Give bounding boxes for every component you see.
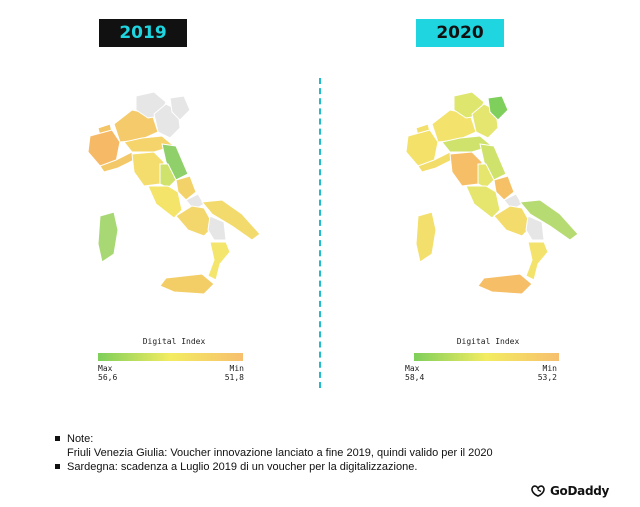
- legend-title-2020: Digital Index: [456, 337, 520, 346]
- legend-max-2019: Max 56,6: [98, 364, 117, 382]
- region-sicilia: [477, 273, 533, 295]
- notes-line-2-row: Sardegna: scadenza a Luglio 2019 di un v…: [55, 460, 493, 474]
- map-italy-2019: [87, 91, 261, 295]
- region-sardegna: [415, 211, 437, 263]
- region-lazio: [465, 185, 501, 219]
- bullet-icon: [55, 436, 60, 441]
- region-puglia: [201, 199, 261, 241]
- region-calabria: [525, 241, 549, 281]
- godaddy-wordmark: GoDaddy: [550, 484, 610, 498]
- region-toscana: [449, 151, 483, 187]
- center-divider: [319, 78, 321, 388]
- legend-min-value: 53,2: [537, 373, 557, 382]
- legend-min-value: 51,8: [224, 373, 244, 382]
- godaddy-logo: GoDaddy: [530, 484, 609, 498]
- region-basilicata: [525, 215, 545, 241]
- legend-gradient-2020: [414, 353, 559, 361]
- map-italy-2020: [405, 91, 579, 295]
- region-puglia: [519, 199, 579, 241]
- notes-line-2: Sardegna: scadenza a Luglio 2019 di un v…: [67, 461, 418, 473]
- year-badge-2020: 2020: [416, 19, 504, 47]
- legend-title-2019: Digital Index: [142, 337, 206, 346]
- legend-max-2020: Max 58,4: [405, 364, 424, 382]
- region-sardegna: [97, 211, 119, 263]
- bullet-icon: [55, 464, 60, 469]
- legend-max-label: Max: [98, 364, 113, 373]
- legend-min-2020: Min 53,2: [533, 364, 557, 382]
- legend-max-label: Max: [405, 364, 420, 373]
- legend-min-2019: Min 51,8: [220, 364, 244, 382]
- region-sicilia: [159, 273, 215, 295]
- notes-heading-row: Note:: [55, 432, 493, 446]
- region-abruzzo: [175, 175, 197, 201]
- region-friuli: [487, 95, 509, 121]
- legend-gradient-2019: [98, 353, 243, 361]
- region-marche: [161, 143, 189, 181]
- region-lazio: [147, 185, 183, 219]
- region-friuli: [169, 95, 191, 121]
- godaddy-logo-icon: [531, 485, 545, 497]
- notes-section: Note: Friuli Venezia Giulia: Voucher inn…: [55, 432, 493, 474]
- region-basilicata: [207, 215, 227, 241]
- region-umbria: [477, 163, 495, 189]
- legend-max-value: 58,4: [405, 373, 425, 382]
- legend-min-label: Min: [229, 364, 244, 373]
- region-toscana: [131, 151, 165, 187]
- legend-max-value: 56,6: [98, 373, 118, 382]
- region-abruzzo: [493, 175, 515, 201]
- region-marche: [479, 143, 507, 181]
- region-umbria: [159, 163, 177, 189]
- notes-line-1: Friuli Venezia Giulia: Voucher innovazio…: [67, 447, 493, 459]
- region-calabria: [207, 241, 231, 281]
- notes-heading: Note:: [67, 433, 94, 445]
- year-badge-2019: 2019: [99, 19, 187, 47]
- legend-min-label: Min: [542, 364, 557, 373]
